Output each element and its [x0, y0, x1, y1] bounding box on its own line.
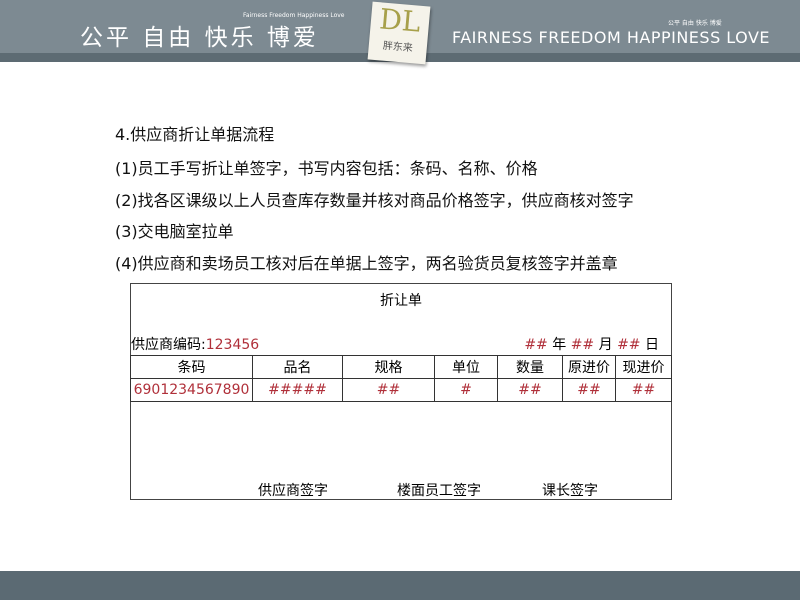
form-date: ## 年 ## 月 ## 日 — [524, 337, 659, 353]
supplier-code: 供应商编码:123456 — [131, 337, 260, 353]
logo: DL 胖东来 — [367, 1, 431, 65]
header-cell: 条码 — [130, 355, 253, 379]
step-3: (3)交电脑室拉单 — [115, 222, 234, 241]
header-cell: 数量 — [497, 355, 563, 379]
discount-form: 折让单 供应商编码:123456 ## 年 ## 月 ## 日 条码 品名 规格… — [130, 283, 672, 500]
section-title: 4.供应商折让单据流程 — [115, 125, 275, 144]
step-4: (4)供应商和卖场员工核对后在单据上签字，两名验货员复核签字并盖章 — [115, 254, 618, 273]
cell: 6901234567890 — [130, 378, 253, 402]
cell: ## — [497, 378, 563, 402]
footer-band — [0, 571, 800, 600]
step-1: (1)员工手写折让单签字，书写内容包括：条码、名称、价格 — [115, 159, 538, 178]
header-cell: 现进价 — [615, 355, 672, 379]
form-table: 条码 品名 规格 单位 数量 原进价 现进价 6901234567890 ###… — [130, 355, 672, 402]
slogan-cn-small: 公平 自由 快乐 博爱 — [668, 20, 722, 27]
slogan-en-small: Fairness Freedom Happiness Love — [243, 12, 345, 19]
cell: # — [434, 378, 498, 402]
cell: ## — [615, 378, 672, 402]
supplier-signature: 供应商签字 — [258, 483, 328, 499]
header-cell: 品名 — [252, 355, 343, 379]
header-cell: 原进价 — [562, 355, 616, 379]
table-header-row: 条码 品名 规格 单位 数量 原进价 现进价 — [130, 355, 672, 379]
cell: ## — [342, 378, 435, 402]
section-chief-signature: 课长签字 — [542, 483, 598, 499]
header-cell: 单位 — [434, 355, 498, 379]
slogan-cn: 公平 自由 快乐 博爱 — [80, 25, 319, 51]
header-cell: 规格 — [342, 355, 435, 379]
table-row: 6901234567890 ##### ## # ## ## ## — [130, 378, 672, 402]
form-title: 折让单 — [380, 293, 422, 309]
cell: ##### — [252, 378, 343, 402]
step-2: (2)找各区课级以上人员查库存数量并核对商品价格签字，供应商核对签字 — [115, 191, 634, 210]
cell: ## — [562, 378, 616, 402]
slogan-en: FAIRNESS FREEDOM HAPPINESS LOVE — [452, 28, 771, 47]
floor-staff-signature: 楼面员工签字 — [397, 483, 481, 499]
